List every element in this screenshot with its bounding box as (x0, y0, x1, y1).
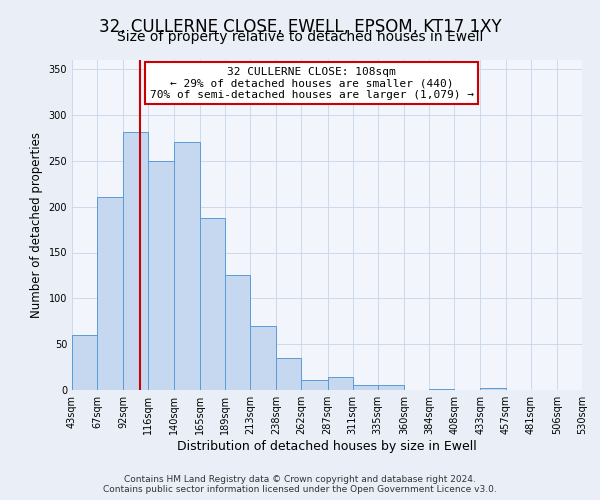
Bar (378, 386, 404, 390)
Bar (328, 377, 353, 390)
Bar (124, 132, 148, 390)
Bar (173, 142, 200, 390)
Text: 32, CULLERNE CLOSE, EWELL, EPSOM, KT17 1XY: 32, CULLERNE CLOSE, EWELL, EPSOM, KT17 1… (98, 18, 502, 36)
Text: Contains HM Land Registry data © Crown copyright and database right 2024.
Contai: Contains HM Land Registry data © Crown c… (103, 474, 497, 494)
Bar (225, 274, 250, 390)
Bar (301, 380, 328, 390)
Bar (353, 384, 378, 390)
Bar (148, 161, 173, 390)
Bar (429, 389, 454, 390)
Text: 32 CULLERNE CLOSE: 108sqm
← 29% of detached houses are smaller (440)
70% of semi: 32 CULLERNE CLOSE: 108sqm ← 29% of detac… (150, 66, 474, 100)
X-axis label: Distribution of detached houses by size in Ewell: Distribution of detached houses by size … (177, 440, 477, 453)
Bar (97, 198, 124, 390)
Text: Size of property relative to detached houses in Ewell: Size of property relative to detached ho… (117, 30, 483, 44)
Y-axis label: Number of detached properties: Number of detached properties (30, 132, 43, 318)
Bar (481, 388, 506, 390)
Bar (72, 335, 97, 390)
Bar (250, 326, 276, 390)
Bar (200, 218, 225, 390)
Bar (276, 358, 301, 390)
